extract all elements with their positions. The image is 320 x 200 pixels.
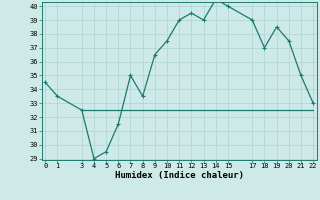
X-axis label: Humidex (Indice chaleur): Humidex (Indice chaleur) bbox=[115, 171, 244, 180]
